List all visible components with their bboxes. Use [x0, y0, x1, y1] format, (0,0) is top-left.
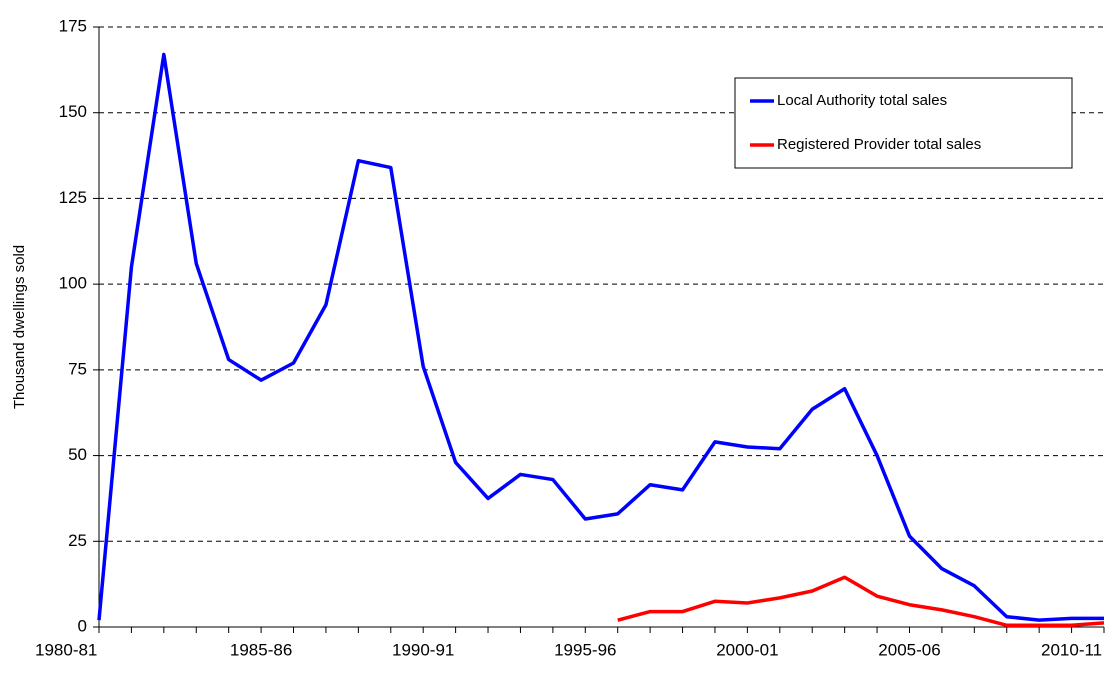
y-tick-label: 150: [59, 102, 87, 121]
legend-label: Local Authority total sales: [777, 92, 947, 109]
x-tick-label: 1980-81: [35, 640, 97, 659]
legend-label: Registered Provider total sales: [777, 136, 981, 153]
x-tick-label: 1995-96: [554, 640, 616, 659]
y-axis-title: Thousand dwellings sold: [11, 245, 28, 409]
x-tick-label: 2005-06: [878, 640, 940, 659]
y-tick-label: 175: [59, 16, 87, 35]
y-tick-label: 50: [68, 445, 87, 464]
x-tick-label: 1985-86: [230, 640, 292, 659]
y-tick-label: 0: [78, 616, 87, 635]
y-tick-label: 25: [68, 531, 87, 550]
y-tick-label: 100: [59, 274, 87, 293]
x-tick-label: 2000-01: [716, 640, 778, 659]
y-tick-label: 125: [59, 188, 87, 207]
y-tick-label: 75: [68, 359, 87, 378]
x-tick-label: 2010-11: [1041, 640, 1102, 659]
legend-box: [734, 77, 1073, 169]
series-line: [97, 52, 1104, 622]
x-tick-label: 1990-91: [392, 640, 454, 659]
series-line: [617, 575, 1105, 628]
